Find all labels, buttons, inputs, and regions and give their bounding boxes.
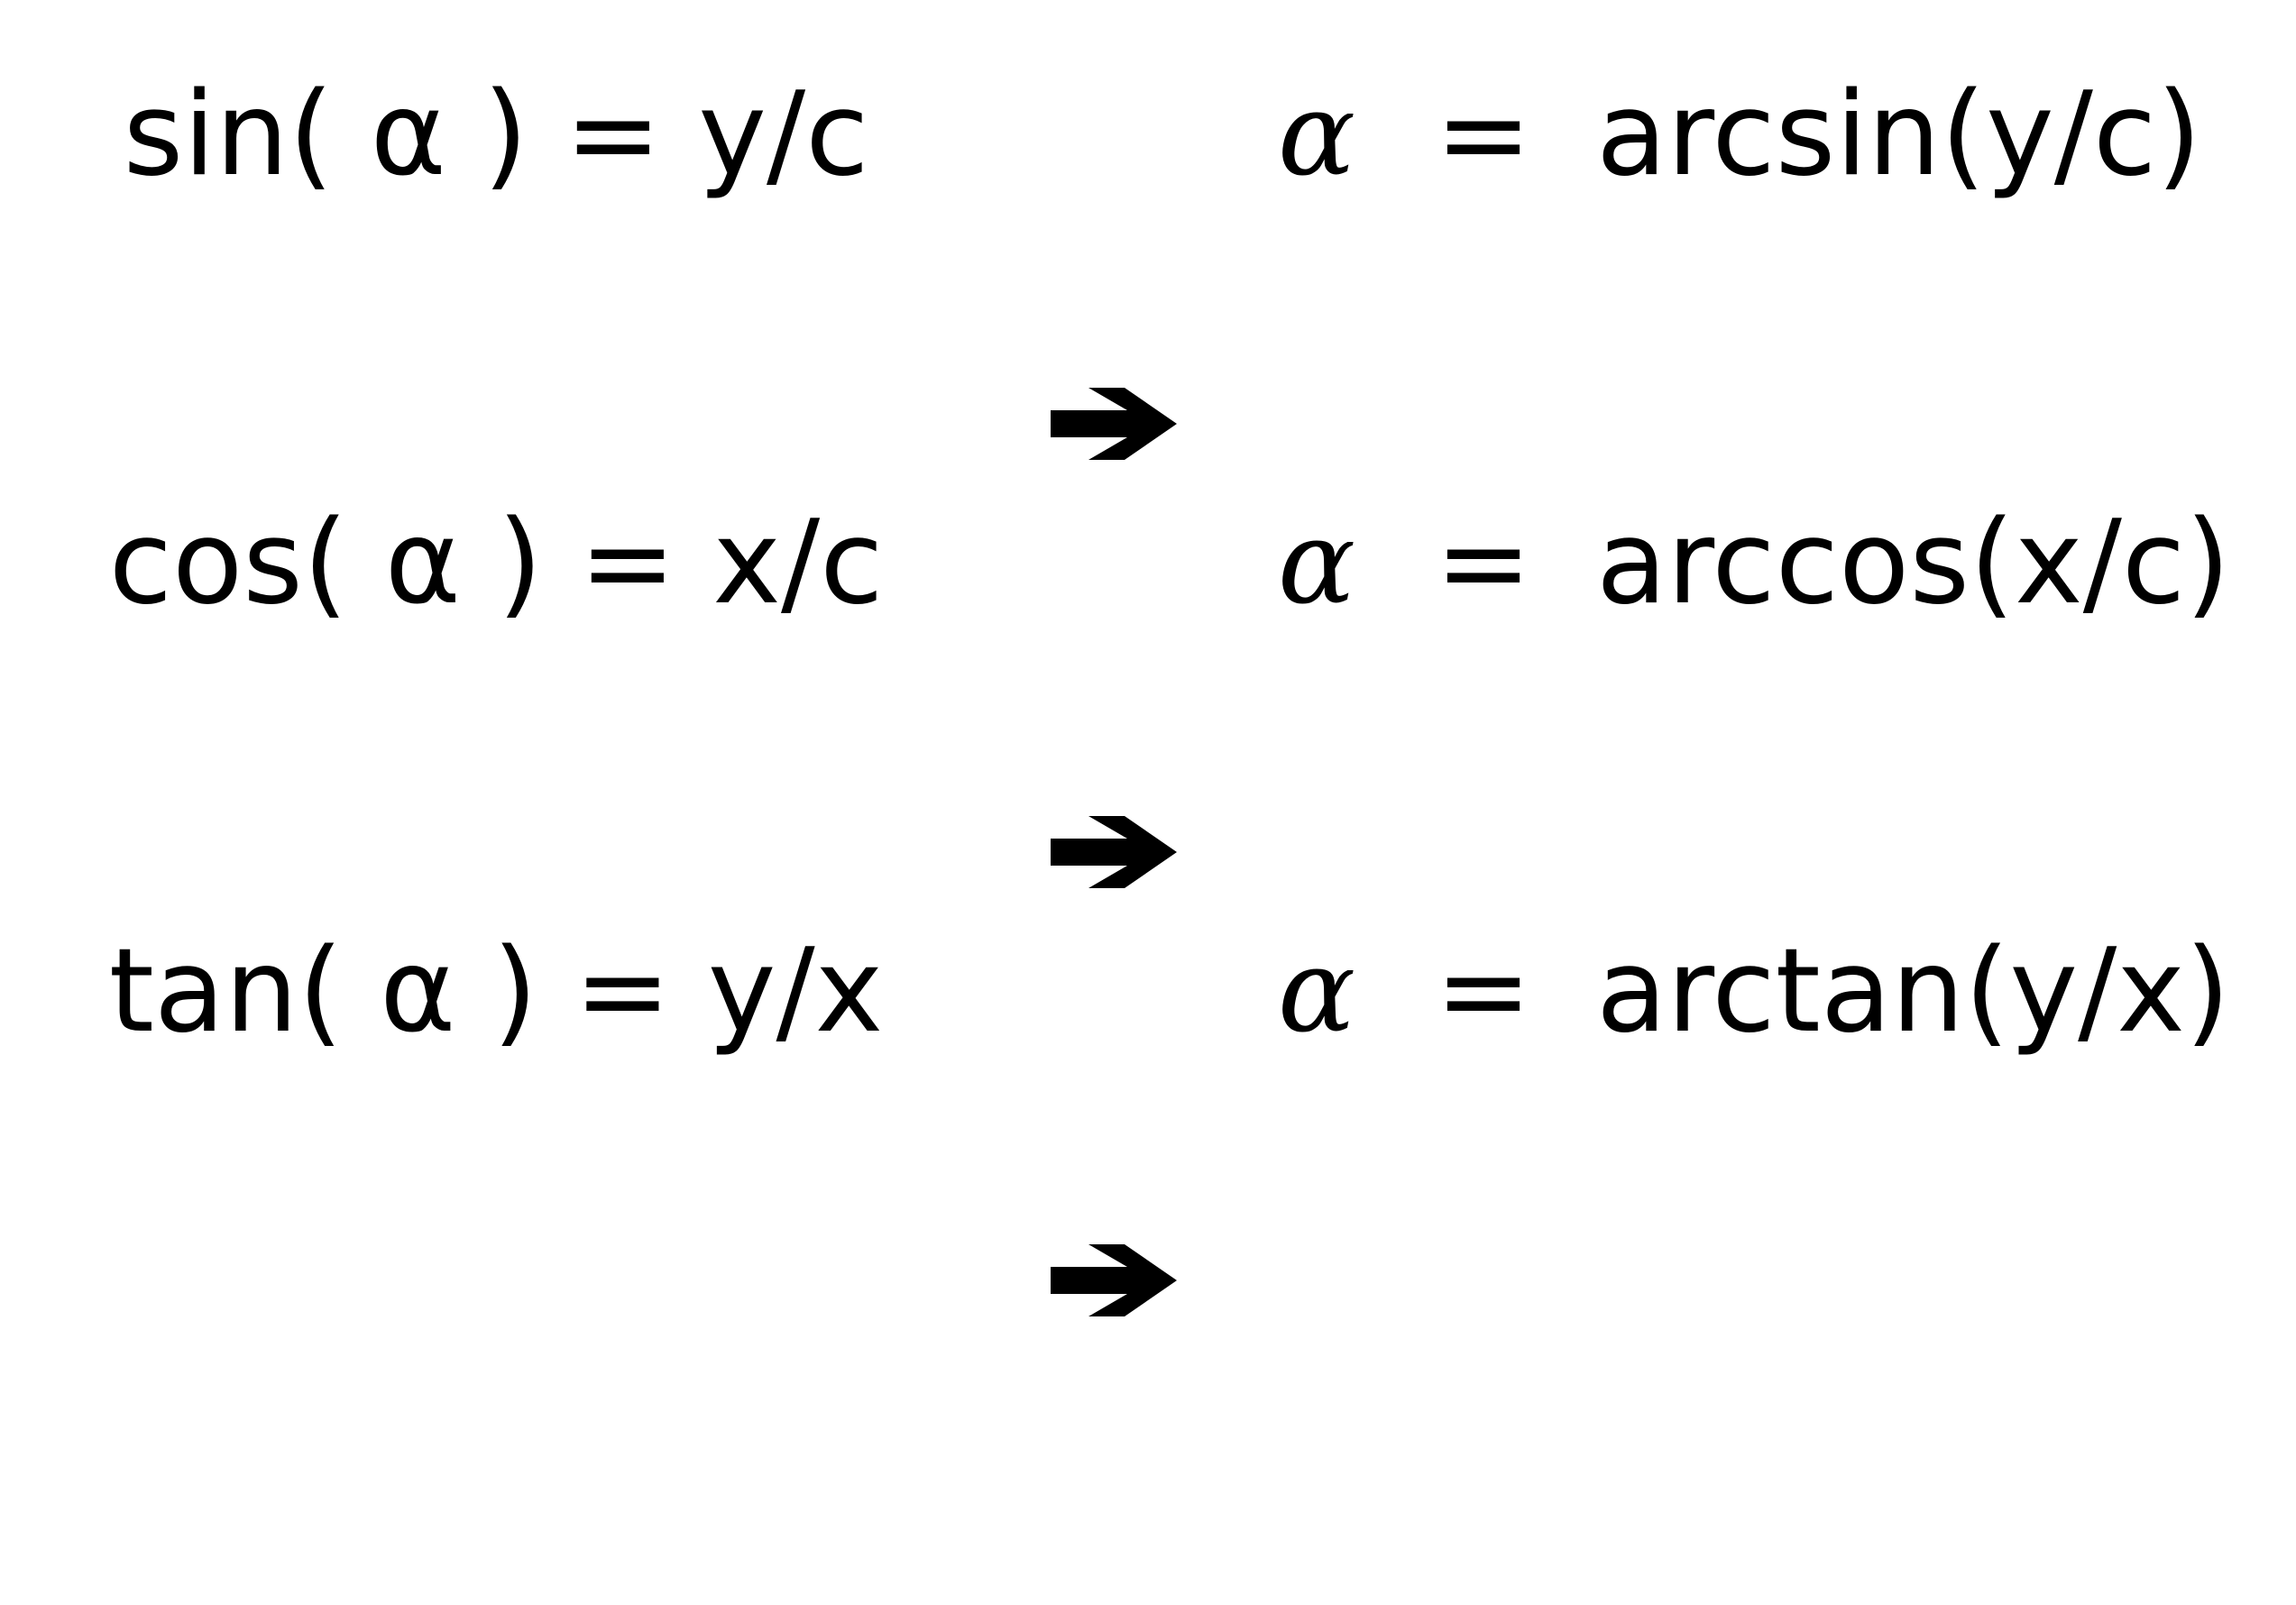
alpha-symbol: α bbox=[1277, 496, 1356, 630]
arccos-expression: arccos(x/c) bbox=[1596, 496, 2231, 630]
right-arrow-icon bbox=[1051, 527, 1177, 888]
arcsin-expression: arcsin(y/c) bbox=[1596, 68, 2202, 202]
equals-sign: = bbox=[1435, 68, 1532, 202]
arctan-expression: arctan(y/x) bbox=[1596, 924, 2230, 1059]
equals-sign: = bbox=[1435, 496, 1532, 630]
equation-row-tan: tan( α ) = y/x α = arctan(y/x) bbox=[0, 920, 2296, 1316]
tan-definition: tan( α ) = y/x bbox=[108, 924, 884, 1059]
cos-definition: cos( α ) = x/c bbox=[108, 496, 884, 630]
alpha-symbol: α bbox=[1277, 924, 1356, 1059]
equation-row-sin: sin( α ) = y/c α = arcsin(y/c) bbox=[0, 63, 2296, 460]
right-arrow-icon bbox=[1051, 99, 1177, 460]
right-arrow-icon bbox=[1051, 956, 1177, 1316]
alpha-symbol: α bbox=[1277, 68, 1356, 202]
equation-row-cos: cos( α ) = x/c α = arccos(x/c) bbox=[0, 491, 2296, 888]
equals-sign: = bbox=[1435, 924, 1532, 1059]
sin-definition: sin( α ) = y/c bbox=[123, 68, 869, 202]
